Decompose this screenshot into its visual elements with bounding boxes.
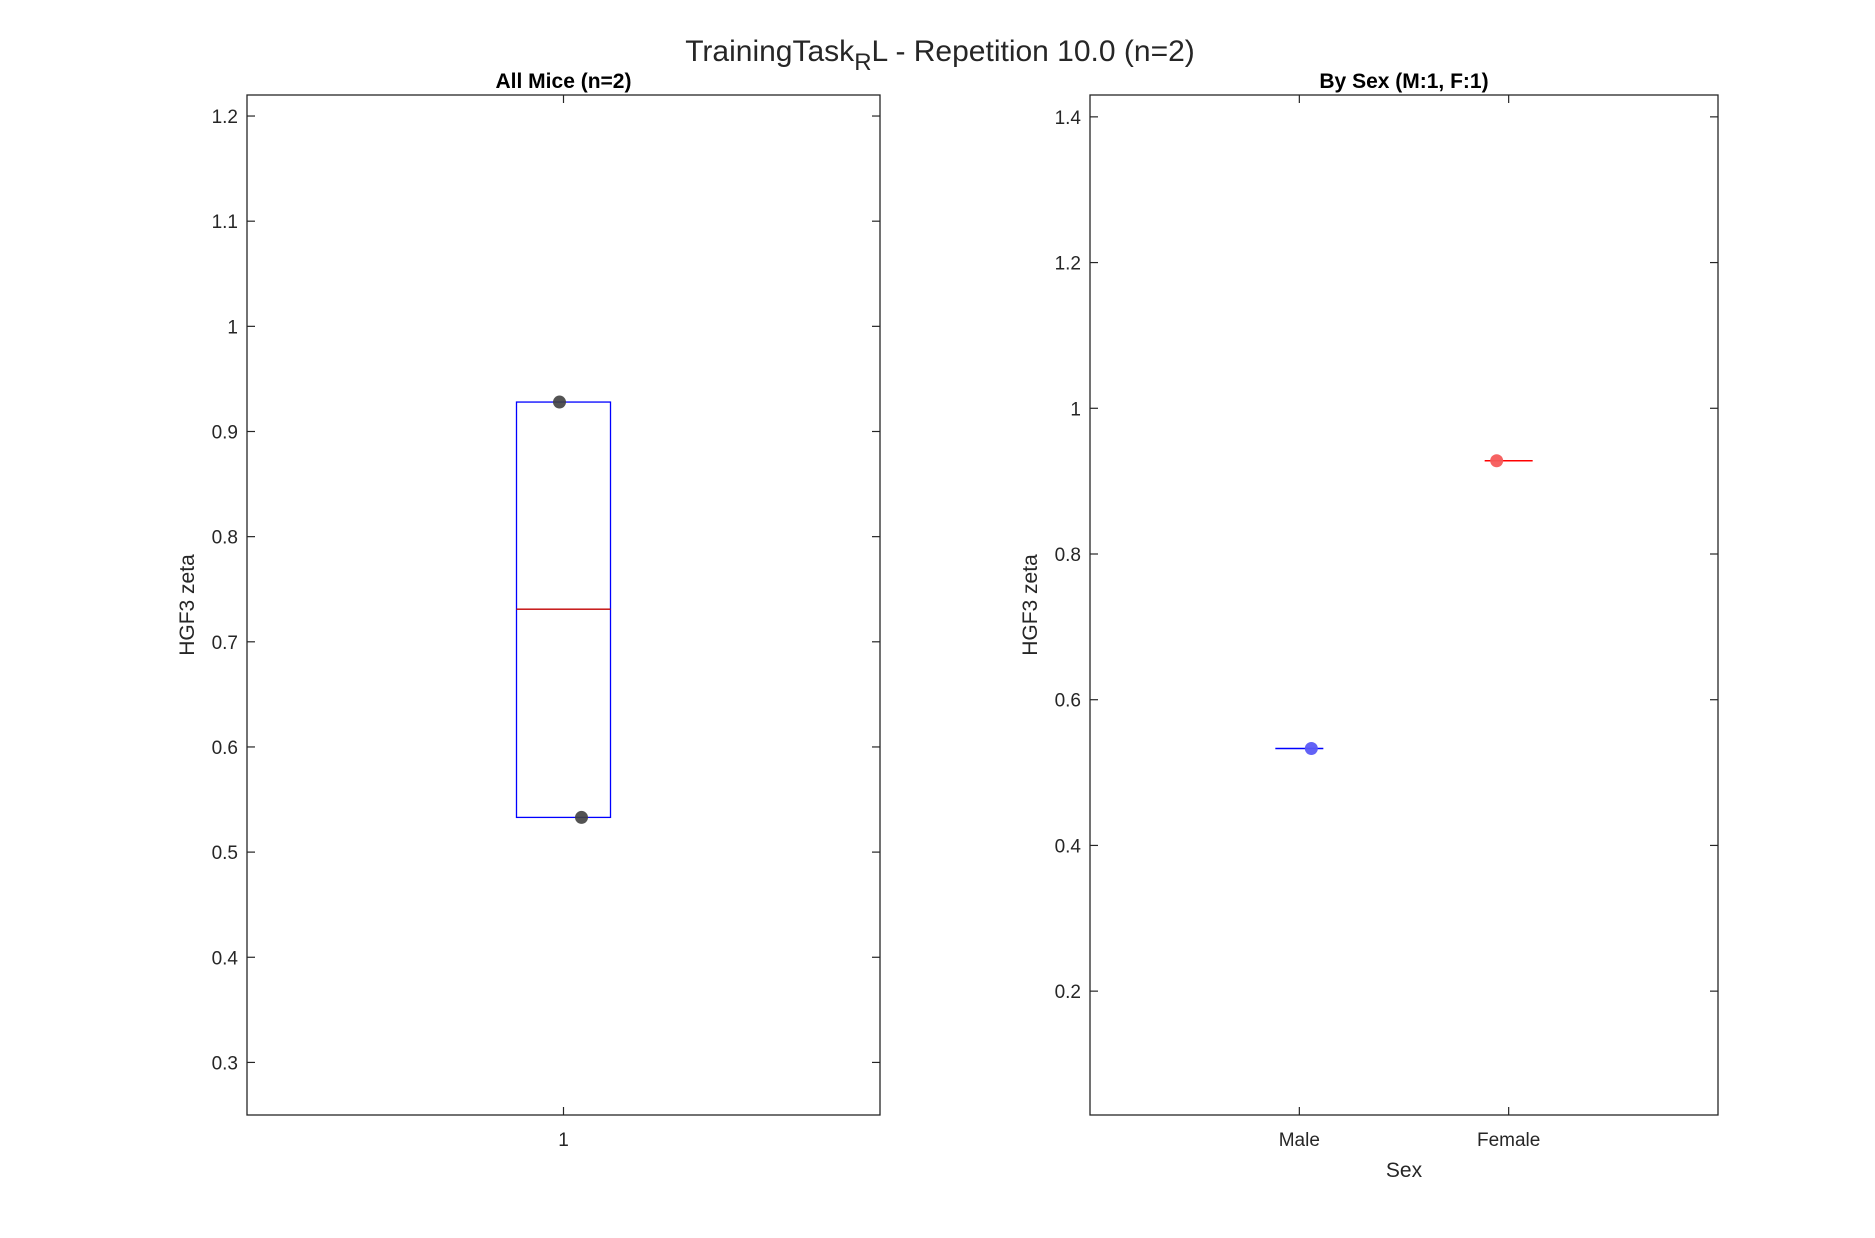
y-tick-label: 0.6 [1055, 691, 1081, 712]
x-tick-label: Female [1477, 1130, 1540, 1151]
data-point [575, 810, 588, 824]
data-point [1490, 454, 1504, 468]
figure-title-subscript: R [854, 49, 871, 76]
panel-title: By Sex (M:1, F:1) [1319, 70, 1488, 93]
y-tick-label: 1.4 [1055, 108, 1082, 129]
y-tick-label: 0.3 [212, 1053, 238, 1074]
panel-by-sex: 0.2 0.4 0.6 0.8 1 1.2 1.4 Male Female By Sex (M:1… [1019, 70, 1719, 1182]
y-axis-label: HGF3 zeta [176, 554, 199, 656]
figure-title: TrainingTaskRL - Repetition 10.0 (n=2) [685, 35, 1195, 76]
y-tick-label: 0.7 [212, 633, 238, 654]
figure-title-rest: L - Repetition 10.0 (n=2) [872, 35, 1195, 68]
plot-area [246, 94, 881, 1116]
y-tick-label: 1 [227, 317, 238, 338]
y-tick-label: 0.8 [1055, 545, 1081, 566]
y-tick-label: 0.5 [212, 843, 238, 864]
data-point [1304, 742, 1318, 756]
y-tick-label: 0.8 [212, 528, 238, 549]
y-tick-label: 0.4 [1055, 836, 1082, 857]
y-tick-label: 0.9 [212, 422, 238, 443]
y-axis-label: HGF3 zeta [1019, 554, 1042, 656]
y-tick-label: 1 [1070, 399, 1081, 420]
data-point [553, 395, 566, 409]
y-tick-label: 0.4 [212, 948, 239, 969]
x-tick-label: Male [1279, 1130, 1320, 1151]
y-tick-label: 1.1 [212, 212, 238, 233]
panel-all-mice: 0.3 0.4 0.5 0.6 0.7 0.8 0.9 1 1.1 1.2 1 All Mice (n… [176, 70, 881, 1151]
x-tick-label: 1 [558, 1130, 569, 1151]
y-tick-label: 0.6 [212, 738, 238, 759]
y-tick-label: 1.2 [1055, 254, 1081, 275]
figure-title-main: TrainingTask [685, 35, 855, 68]
y-tick-label: 0.2 [1055, 982, 1081, 1003]
panel-title: All Mice (n=2) [496, 70, 632, 93]
x-axis-label: Sex [1386, 1159, 1423, 1182]
plot-area [1089, 94, 1719, 1116]
y-tick-label: 1.2 [212, 107, 238, 128]
